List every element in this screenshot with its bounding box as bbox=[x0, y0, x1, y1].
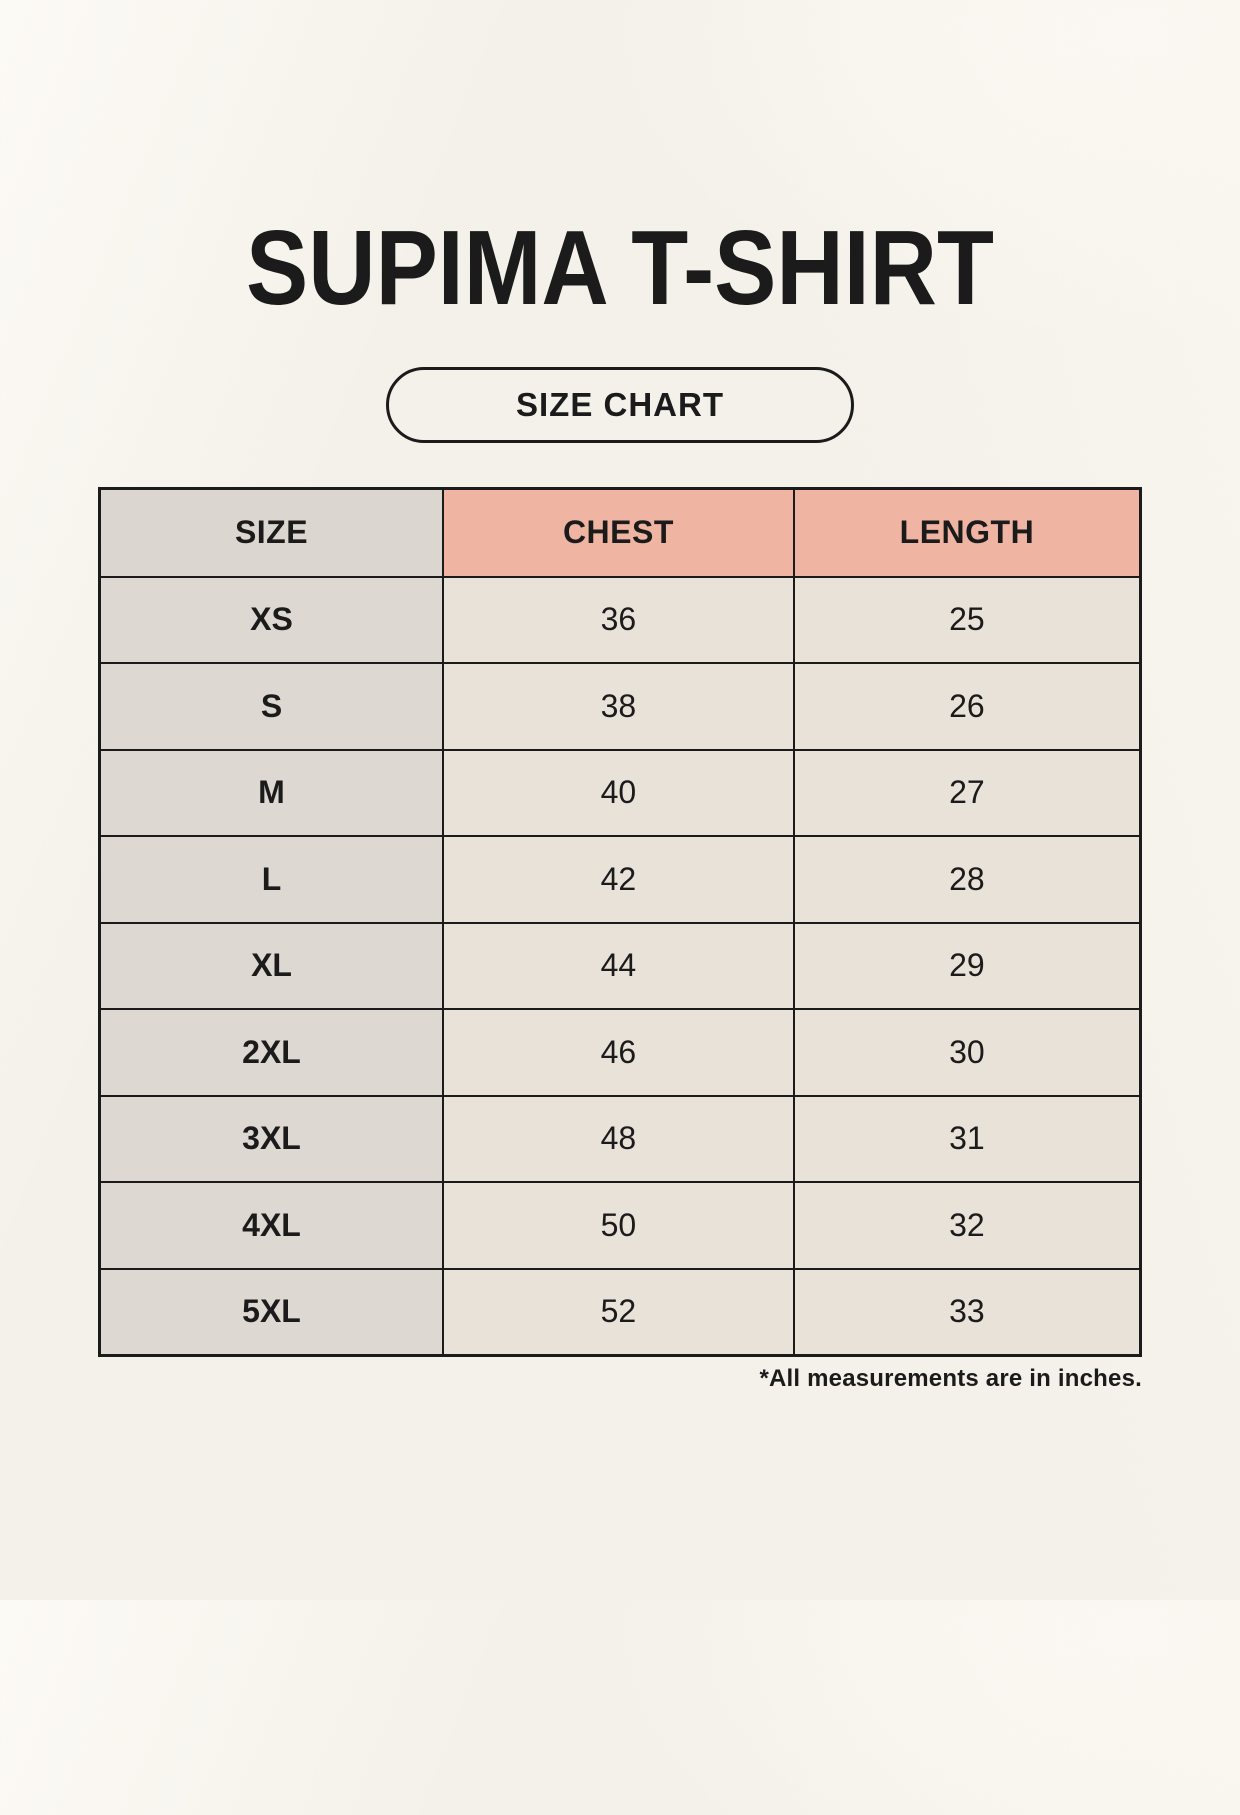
column-header-chest: CHEST bbox=[442, 487, 795, 578]
size-chart-page: SUPIMA T-SHIRT SIZE CHART SIZE CHEST LEN… bbox=[0, 215, 1240, 1815]
chest-value: 36 bbox=[442, 575, 795, 664]
length-value: 32 bbox=[792, 1181, 1142, 1270]
page-title-text: SUPIMA T-SHIRT bbox=[246, 209, 994, 327]
length-value: 30 bbox=[792, 1008, 1142, 1097]
chest-value: 44 bbox=[442, 921, 795, 1010]
table-row-s: S 38 26 bbox=[98, 662, 1142, 751]
table-row-2xl: 2XL 46 30 bbox=[98, 1008, 1142, 1097]
page-title: SUPIMA T-SHIRT bbox=[0, 215, 1240, 321]
chest-value: 52 bbox=[442, 1267, 795, 1356]
length-value: 29 bbox=[792, 921, 1142, 1010]
header-row: SIZE CHEST LENGTH bbox=[98, 487, 1142, 578]
chest-value: 38 bbox=[442, 662, 795, 751]
length-value: 26 bbox=[792, 662, 1142, 751]
chest-value: 48 bbox=[442, 1094, 795, 1183]
size-chart-badge: SIZE CHART bbox=[386, 367, 854, 443]
row-label: 3XL bbox=[98, 1094, 445, 1183]
row-label: 5XL bbox=[98, 1267, 445, 1356]
column-header-length: LENGTH bbox=[792, 487, 1142, 578]
chest-value: 42 bbox=[442, 835, 795, 924]
row-label: L bbox=[98, 835, 445, 924]
table-row-4xl: 4XL 50 32 bbox=[98, 1181, 1142, 1270]
table-row-xl: XL 44 29 bbox=[98, 921, 1142, 1010]
table-row-3xl: 3XL 48 31 bbox=[98, 1094, 1142, 1183]
size-table: SIZE CHEST LENGTH XS 36 25 S 38 26 M 40 … bbox=[98, 487, 1142, 1357]
row-label: M bbox=[98, 748, 445, 837]
table-row-xs: XS 36 25 bbox=[98, 575, 1142, 664]
length-value: 25 bbox=[792, 575, 1142, 664]
size-chart-badge-label: SIZE CHART bbox=[516, 386, 724, 423]
row-label: 4XL bbox=[98, 1181, 445, 1270]
chest-value: 50 bbox=[442, 1181, 795, 1270]
length-value: 33 bbox=[792, 1267, 1142, 1356]
length-value: 28 bbox=[792, 835, 1142, 924]
table-row-l: L 42 28 bbox=[98, 835, 1142, 924]
row-label: 2XL bbox=[98, 1008, 445, 1097]
length-value: 31 bbox=[792, 1094, 1142, 1183]
length-value: 27 bbox=[792, 748, 1142, 837]
table-row-m: M 40 27 bbox=[98, 748, 1142, 837]
chest-value: 46 bbox=[442, 1008, 795, 1097]
chest-value: 40 bbox=[442, 748, 795, 837]
table-row-5xl: 5XL 52 33 bbox=[98, 1267, 1142, 1356]
row-label: XS bbox=[98, 575, 445, 664]
column-header-size: SIZE bbox=[98, 487, 445, 578]
footnote: *All measurements are in inches. bbox=[759, 1364, 1142, 1392]
row-label: XL bbox=[98, 921, 445, 1010]
row-label: S bbox=[98, 662, 445, 751]
